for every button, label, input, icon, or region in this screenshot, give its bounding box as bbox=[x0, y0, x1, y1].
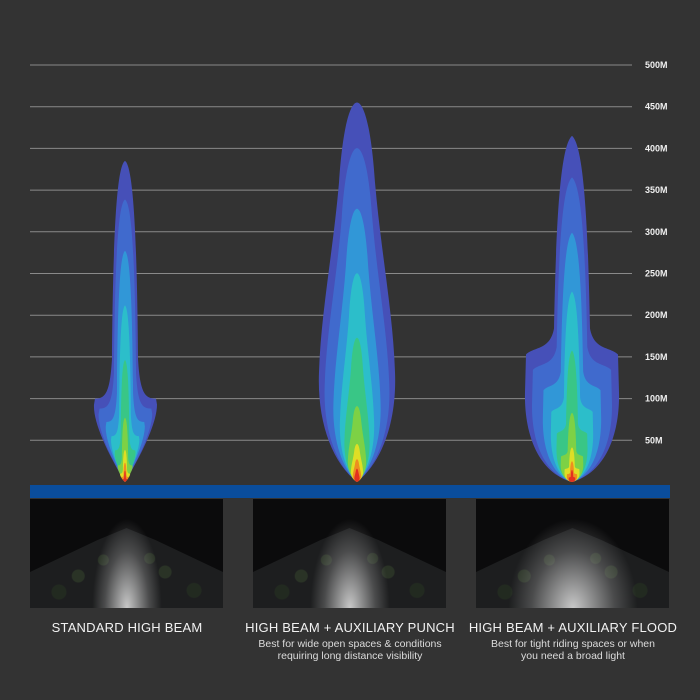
y-tick-label: 250M bbox=[645, 269, 668, 279]
caption-standard: STANDARD HIGH BEAM bbox=[7, 620, 247, 635]
y-tick-label: 150M bbox=[645, 352, 668, 362]
caption-desc-line: Best for tight riding spaces or when bbox=[490, 638, 655, 650]
beam-intensity-layer bbox=[117, 417, 133, 482]
y-tick-label: 400M bbox=[645, 143, 668, 153]
y-tick-label: 300M bbox=[645, 227, 668, 237]
beam-intensity-layer bbox=[568, 469, 576, 482]
caption-desc-line: requiring long distance visibility bbox=[277, 650, 423, 662]
caption-title: HIGH BEAM + AUXILIARY FLOOD bbox=[468, 620, 678, 635]
beam-photo-punch bbox=[253, 499, 446, 608]
beam-intensity-layer bbox=[122, 470, 128, 482]
y-tick-label: 100M bbox=[645, 394, 668, 404]
caption-title: HIGH BEAM + AUXILIARY PUNCH bbox=[245, 620, 455, 635]
y-tick-label: 350M bbox=[645, 185, 668, 195]
beam-photo-flood bbox=[476, 499, 669, 608]
caption-punch: HIGH BEAM + AUXILIARY PUNCH Best for wid… bbox=[230, 620, 470, 662]
y-tick-label: 500M bbox=[645, 60, 668, 70]
beam-pattern-1 bbox=[93, 160, 157, 482]
beam-photo-standard bbox=[30, 499, 223, 608]
caption-flood: HIGH BEAM + AUXILIARY FLOOD Best for tig… bbox=[453, 620, 693, 662]
ground-bar bbox=[30, 485, 670, 498]
caption-desc-line: Best for wide open spaces & conditions bbox=[258, 638, 442, 650]
beam-pattern-3 bbox=[524, 135, 620, 482]
y-tick-label: 50M bbox=[645, 435, 663, 445]
y-tick-label: 450M bbox=[645, 102, 668, 112]
y-tick-label: 200M bbox=[645, 310, 668, 320]
caption-desc-line: you need a broad light bbox=[521, 650, 625, 662]
beam-pattern-2 bbox=[318, 102, 396, 482]
beam-intensity-layer bbox=[354, 468, 360, 482]
caption-title: STANDARD HIGH BEAM bbox=[51, 620, 203, 635]
